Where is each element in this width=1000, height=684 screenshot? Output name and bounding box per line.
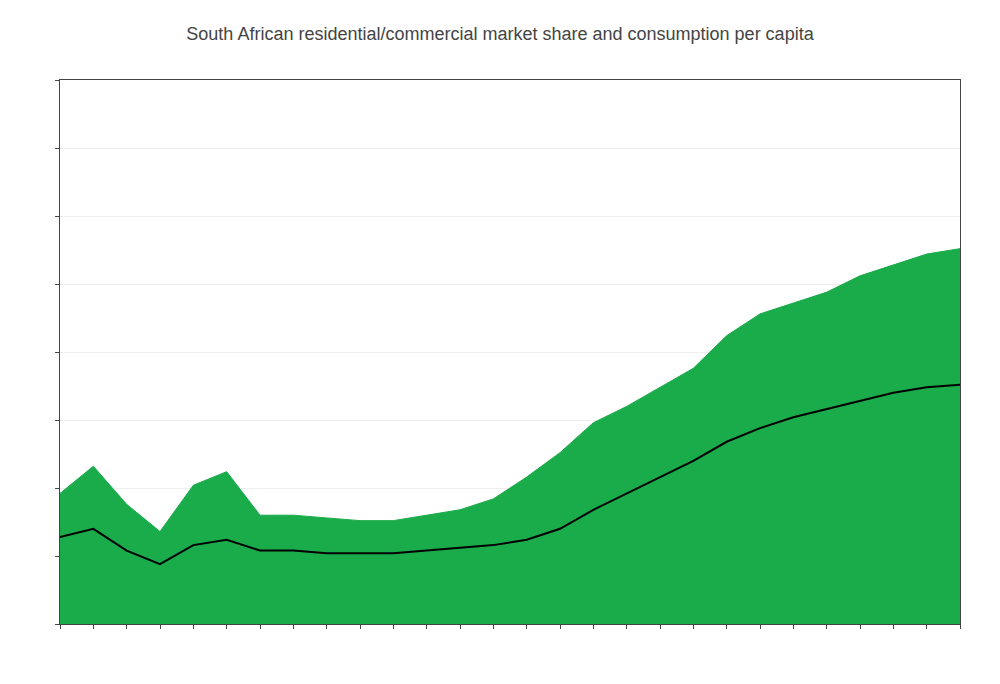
svg-text:South African residential/comm: South African residential/commercial mar… xyxy=(186,24,814,44)
